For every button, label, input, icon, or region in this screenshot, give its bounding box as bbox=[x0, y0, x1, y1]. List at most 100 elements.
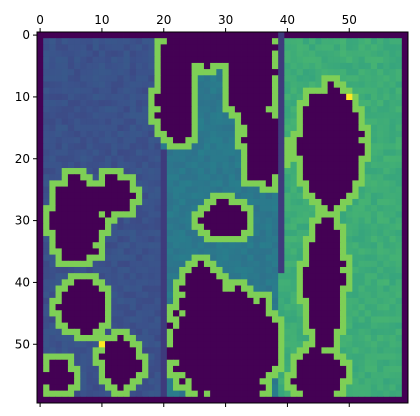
heatmap-cell bbox=[191, 316, 199, 324]
heatmap-cell bbox=[80, 174, 87, 181]
heatmap-cell bbox=[296, 174, 304, 181]
heatmap-cell bbox=[296, 168, 304, 175]
heatmap-cell bbox=[197, 75, 205, 82]
heatmap-cell bbox=[129, 149, 137, 157]
heatmap-cell bbox=[160, 297, 168, 305]
heatmap-cell bbox=[67, 75, 75, 82]
heatmap-cell bbox=[222, 106, 230, 113]
heatmap-cell bbox=[43, 236, 50, 243]
heatmap-cell bbox=[135, 124, 143, 132]
heatmap-cell bbox=[401, 168, 409, 175]
heatmap-cell bbox=[67, 118, 75, 126]
heatmap-cell bbox=[228, 75, 236, 82]
heatmap-cell bbox=[401, 38, 409, 45]
heatmap-cell bbox=[43, 137, 50, 144]
heatmap-cell bbox=[401, 143, 409, 150]
heatmap-cell bbox=[210, 62, 217, 70]
heatmap-cell bbox=[339, 112, 347, 119]
heatmap-cell bbox=[61, 310, 69, 317]
heatmap-cell bbox=[302, 180, 310, 187]
heatmap-cell bbox=[179, 322, 186, 330]
heatmap-cell bbox=[327, 266, 335, 274]
heatmap-cell bbox=[117, 81, 124, 89]
heatmap-cell bbox=[271, 143, 279, 150]
heatmap-cell bbox=[278, 384, 285, 392]
heatmap-cell bbox=[123, 304, 131, 311]
heatmap-cell bbox=[346, 75, 353, 82]
heatmap-cell bbox=[80, 291, 87, 299]
heatmap-cell bbox=[98, 100, 106, 107]
heatmap-cell bbox=[74, 217, 81, 225]
heatmap-cell bbox=[129, 254, 137, 262]
heatmap-cell bbox=[364, 372, 372, 379]
heatmap-cell bbox=[43, 192, 50, 200]
heatmap-cell bbox=[309, 223, 316, 231]
heatmap-cell bbox=[389, 50, 397, 58]
y-tick-label: 10 bbox=[15, 90, 30, 104]
heatmap-cell bbox=[234, 149, 242, 157]
heatmap-cell bbox=[247, 155, 254, 163]
heatmap-cell bbox=[241, 273, 248, 280]
heatmap-cell bbox=[105, 390, 112, 398]
heatmap-cell bbox=[395, 236, 403, 243]
heatmap-cell bbox=[339, 168, 347, 175]
heatmap-cell bbox=[67, 161, 75, 169]
heatmap-cell bbox=[401, 174, 409, 181]
heatmap-cell bbox=[197, 198, 205, 206]
heatmap-cell bbox=[98, 236, 106, 243]
heatmap-cell bbox=[228, 248, 236, 255]
heatmap-cell bbox=[135, 106, 143, 113]
heatmap-cell bbox=[98, 291, 106, 299]
heatmap-cell bbox=[80, 106, 87, 113]
heatmap-cell bbox=[278, 100, 285, 107]
heatmap-cell bbox=[203, 359, 211, 367]
heatmap-cell bbox=[247, 347, 254, 354]
heatmap-cell bbox=[370, 143, 378, 150]
heatmap-cell bbox=[61, 316, 69, 324]
heatmap-cell bbox=[191, 168, 199, 175]
heatmap-cell bbox=[234, 137, 242, 144]
heatmap-cell bbox=[302, 44, 310, 51]
heatmap-cell bbox=[377, 198, 384, 206]
heatmap-cell bbox=[197, 50, 205, 58]
heatmap-cell bbox=[377, 87, 384, 95]
heatmap-cell bbox=[37, 229, 44, 237]
heatmap-cell bbox=[309, 341, 316, 348]
heatmap-cell bbox=[129, 44, 137, 51]
heatmap-cell bbox=[61, 384, 69, 392]
heatmap-cell bbox=[148, 100, 155, 107]
heatmap-cell bbox=[173, 279, 180, 286]
heatmap-cell bbox=[203, 62, 211, 70]
heatmap-cell bbox=[80, 223, 87, 231]
heatmap-cell bbox=[383, 372, 390, 379]
heatmap-cell bbox=[179, 291, 186, 299]
heatmap-cell bbox=[290, 384, 298, 392]
heatmap-cell bbox=[148, 328, 155, 336]
heatmap-cell bbox=[160, 353, 168, 361]
heatmap-cell bbox=[135, 384, 143, 392]
heatmap-cell bbox=[222, 75, 230, 82]
heatmap-cell bbox=[160, 56, 168, 64]
heatmap-cell bbox=[271, 236, 279, 243]
heatmap-cell bbox=[105, 347, 112, 354]
heatmap-cell bbox=[259, 186, 267, 194]
heatmap-cell bbox=[321, 297, 329, 305]
heatmap-cell bbox=[80, 137, 87, 144]
heatmap-cell bbox=[315, 50, 322, 58]
heatmap-cell bbox=[55, 161, 63, 169]
heatmap-cell bbox=[364, 359, 372, 367]
heatmap-cell bbox=[80, 69, 87, 76]
heatmap-cell bbox=[259, 211, 267, 218]
heatmap-cell bbox=[315, 69, 322, 76]
heatmap-cell bbox=[55, 328, 63, 336]
heatmap-cell bbox=[92, 205, 100, 212]
heatmap-cell bbox=[302, 38, 310, 45]
heatmap-cell bbox=[160, 87, 168, 95]
heatmap-cell bbox=[179, 192, 186, 200]
heatmap-cell bbox=[234, 304, 242, 311]
heatmap-cell bbox=[302, 155, 310, 163]
heatmap-cell bbox=[49, 291, 56, 299]
heatmap-cell bbox=[166, 143, 174, 150]
heatmap-cell bbox=[173, 273, 180, 280]
heatmap-cell bbox=[203, 254, 211, 262]
